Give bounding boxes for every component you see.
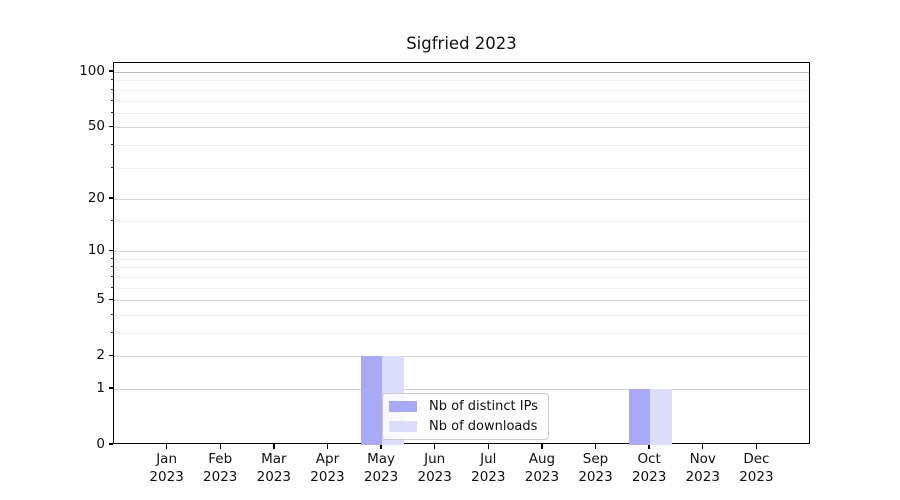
plot-area [113,62,810,445]
major-gridline [114,356,809,358]
minor-gridline [114,287,809,289]
x-axis-tick [326,444,329,449]
y-axis-minor-tick [110,219,113,221]
y-axis-minor-tick [110,88,113,90]
y-axis-minor-tick [110,331,113,333]
y-axis-tick [108,70,113,72]
x-tick-label: Apr 2023 [310,451,345,485]
minor-gridline [114,314,809,316]
minor-gridline [114,220,809,222]
y-axis-minor-tick [110,143,113,145]
legend: Nb of distinct IPs Nb of downloads [382,393,549,440]
minor-gridline [114,144,809,146]
y-tick-label: 1 [96,379,105,396]
y-axis-minor-tick [110,111,113,113]
y-axis-minor-tick [110,275,113,277]
x-tick-label: May 2023 [363,451,399,485]
x-tick-label: Jan 2023 [149,451,184,485]
y-tick-label: 2 [96,347,105,364]
y-axis-tick [108,298,113,300]
x-axis-tick [648,444,650,449]
x-axis-tick [433,444,436,449]
x-tick-label: Sep 2023 [578,451,613,485]
minor-gridline [114,332,809,334]
legend-label: Nb of distinct IPs [429,399,538,414]
minor-gridline [114,167,809,169]
y-axis-minor-tick [110,79,113,81]
legend-item: Nb of distinct IPs [389,399,538,414]
legend-swatch-icon [389,421,417,432]
y-axis-tick [108,387,113,389]
y-axis-minor-tick [110,286,113,288]
minor-gridline [114,276,809,278]
y-tick-label: 5 [96,291,105,308]
minor-gridline [114,267,809,269]
bar [650,388,672,445]
y-axis-tick [108,354,113,356]
x-tick-label: Jul 2023 [471,451,506,485]
x-tick-label: Nov 2023 [685,451,720,485]
x-axis-tick [487,444,489,449]
minor-gridline [114,112,809,114]
x-axis-tick [380,444,382,449]
y-axis-minor-tick [110,313,113,315]
minor-gridline [114,258,809,260]
minor-gridline [114,100,809,102]
legend-swatch-icon [389,401,417,412]
y-axis-minor-tick [110,266,113,268]
x-tick-label: Feb 2023 [203,451,238,485]
x-tick-label: Dec 2023 [739,451,774,485]
y-axis-minor-tick [110,166,113,168]
minor-gridline [114,89,809,91]
minor-gridline [114,80,809,82]
major-gridline [114,251,809,253]
x-axis-tick [541,444,543,449]
y-tick-label: 50 [87,118,105,135]
bar [628,388,651,445]
y-axis-tick [108,249,113,251]
chart-title: Sigfried 2023 [406,34,517,53]
y-tick-label: 100 [79,63,105,80]
y-axis-tick [108,197,113,199]
y-tick-label: 0 [96,436,105,452]
y-axis-minor-tick [110,257,113,259]
x-axis-tick [165,444,168,449]
x-axis-tick [273,444,275,449]
y-axis-minor-tick [110,99,113,101]
major-gridline [114,388,809,390]
x-tick-label: Mar 2023 [256,451,292,485]
x-tick-label: Aug 2023 [524,451,560,485]
legend-label: Nb of downloads [429,419,538,434]
y-tick-label: 20 [87,189,105,206]
y-axis-tick [108,125,113,127]
x-axis-tick [702,444,704,449]
legend-item: Nb of downloads [389,419,538,434]
x-tick-label: Oct 2023 [631,451,667,485]
major-gridline [114,72,809,74]
x-axis-tick [219,444,221,449]
x-axis-tick [594,444,597,449]
y-axis-tick [108,443,113,445]
major-gridline [114,198,809,200]
y-tick-label: 10 [87,242,105,259]
major-gridline [114,300,809,302]
x-axis-tick [755,444,758,449]
major-gridline [114,127,809,129]
x-tick-label: Jun 2023 [417,451,452,485]
bar [360,356,383,445]
